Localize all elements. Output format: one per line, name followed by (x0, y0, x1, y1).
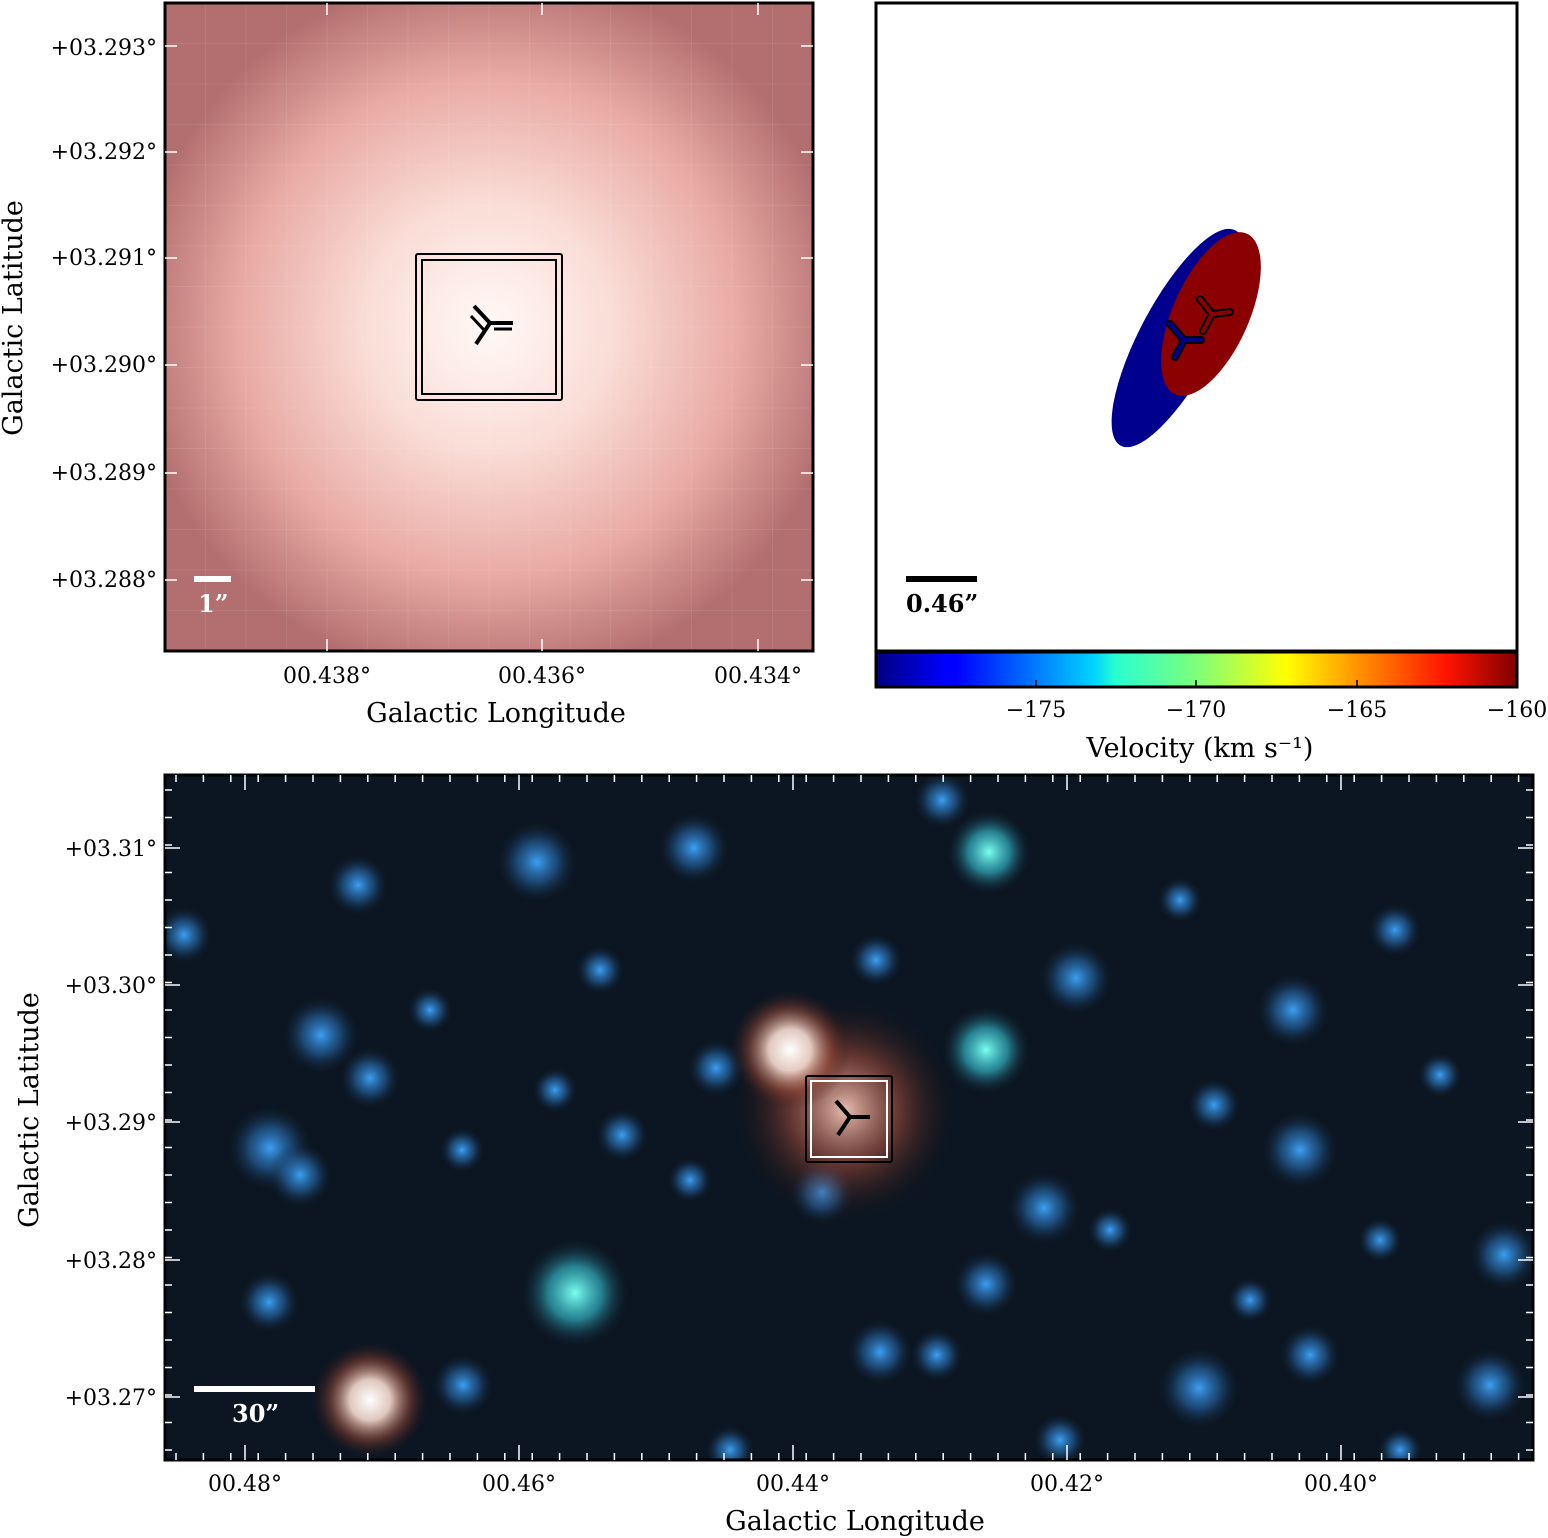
source-blob (1158, 878, 1202, 922)
source-blob (1257, 974, 1329, 1046)
panel-a: 1” +03.293° +03.292° +03.291° +03.290° +… (0, 1, 815, 729)
panel-b-scalebar-label: 0.46” (906, 589, 978, 618)
source-blob (576, 946, 624, 994)
source-blob (1159, 1348, 1239, 1428)
source-blob (947, 810, 1031, 894)
panel-c-yticklabel: +03.27° (65, 1386, 157, 1411)
panel-c-ticks (165, 775, 1533, 1460)
panel-c-xticklabel: 00.42° (1030, 1472, 1104, 1497)
panel-a-yticklabel: +03.293° (51, 36, 157, 61)
panel-a-target-box-inner (421, 259, 557, 395)
source-blob (1280, 1325, 1340, 1385)
source-blob (1262, 1112, 1338, 1188)
source-blob (340, 1048, 400, 1108)
panel-c-xticklabel: 00.48° (208, 1472, 282, 1497)
panel-a-ylabel: Galactic Latitude (0, 200, 29, 436)
source-blob (408, 988, 452, 1032)
panel-c-sources (165, 775, 1533, 1460)
panel-b-colorbar-ticklabel: −165 (1327, 698, 1387, 723)
source-blob (1418, 1053, 1462, 1097)
source-blob (850, 934, 902, 986)
source-blob (165, 907, 212, 963)
panel-b-red-marker-icon (1196, 295, 1234, 335)
source-blob (1040, 942, 1112, 1014)
source-blob (533, 1068, 577, 1112)
source-blob (914, 775, 970, 828)
panel-a-yticklabel: +03.290° (51, 353, 157, 378)
panel-a-ticks (165, 3, 813, 651)
source-blob (268, 1143, 332, 1207)
panel-b-colorbar-ticklabel: −160 (1487, 698, 1547, 723)
source-blob (848, 1320, 912, 1384)
source-blob (688, 1040, 744, 1096)
source-blob (911, 1329, 963, 1381)
panel-a-yticklabel: +03.291° (51, 246, 157, 271)
source-blob (521, 1239, 629, 1347)
panel-a-xlabel: Galactic Longitude (366, 698, 626, 729)
panel-a-yticklabel: +03.292° (51, 140, 157, 165)
source-blob (1454, 1349, 1526, 1421)
panel-b-colorbar-ticklabel: −170 (1166, 698, 1226, 723)
source-blob (1378, 1428, 1422, 1460)
panel-a-yticklabel: +03.288° (51, 568, 157, 593)
panel-c-ylabel: Galactic Latitude (14, 992, 45, 1228)
source-blob (283, 997, 359, 1073)
source-blob (706, 1426, 754, 1460)
source-blob (433, 1355, 493, 1415)
panel-a-xticklabel: 00.434° (714, 664, 802, 689)
source-blob (497, 822, 577, 902)
source-blob (440, 1128, 484, 1172)
source-blob (1228, 1278, 1272, 1322)
panel-c-yticklabel: +03.31° (65, 837, 157, 862)
panel-a-frame (163, 1, 815, 653)
panel-a-source-marker-icon (469, 304, 513, 346)
panel-c-scalebar-label: 30” (232, 1399, 279, 1428)
panel-b-colorbar-label: Velocity (km s⁻¹) (1086, 733, 1314, 764)
panel-a-xticklabel: 00.436° (498, 664, 586, 689)
panel-b-colorbar-ticks (1035, 680, 1358, 687)
panel-c-xlabel: Galactic Longitude (725, 1506, 985, 1537)
source-blob (668, 1158, 712, 1202)
source-blob (239, 1272, 299, 1332)
source-blob (659, 813, 729, 883)
panel-c-xticklabel: 00.44° (756, 1472, 830, 1497)
source-blob (312, 1342, 428, 1458)
panel-a-target-box-outer (415, 253, 563, 401)
panel-c-xticklabel: 00.40° (1304, 1472, 1378, 1497)
panel-c-yticklabel: +03.28° (65, 1249, 157, 1274)
panel-c-source-marker-icon (834, 1099, 870, 1137)
source-blob (328, 855, 388, 915)
panel-b-colorbar-ticklabel: −175 (1006, 698, 1066, 723)
source-blob (942, 1006, 1030, 1094)
panel-c-target-box-inner (810, 1080, 888, 1158)
source-blob (730, 990, 850, 1110)
source-blob (1088, 1208, 1132, 1252)
source-blob (1358, 1218, 1402, 1262)
source-blob (1008, 1172, 1080, 1244)
panel-c-target-box-outer (805, 1075, 893, 1163)
panel-a-yticklabel: +03.289° (51, 461, 157, 486)
panel-c-yticklabel: +03.29° (65, 1111, 157, 1136)
source-blob (1034, 1414, 1086, 1460)
panel-a-xticklabel: 00.438° (283, 664, 371, 689)
panel-c-yticklabel: +03.30° (65, 974, 157, 999)
panel-c-xticklabel: 00.46° (482, 1472, 556, 1497)
source-blob (1188, 1079, 1240, 1131)
panel-b: 0.46” −175 −170 −165 −160 Velocity (km s… (874, 1, 1547, 764)
panel-c: 30” +03.31° +03.30° +03.29° +03.28° +03.… (14, 773, 1535, 1537)
panel-a-scalebar-label: 1” (198, 589, 229, 618)
panel-c-frame (163, 773, 1535, 1462)
source-blob (1369, 904, 1421, 956)
source-blob (596, 1109, 648, 1161)
panel-b-blue-marker-icon (1166, 320, 1205, 361)
source-blob (954, 1252, 1018, 1316)
source-blob (1470, 1221, 1533, 1289)
